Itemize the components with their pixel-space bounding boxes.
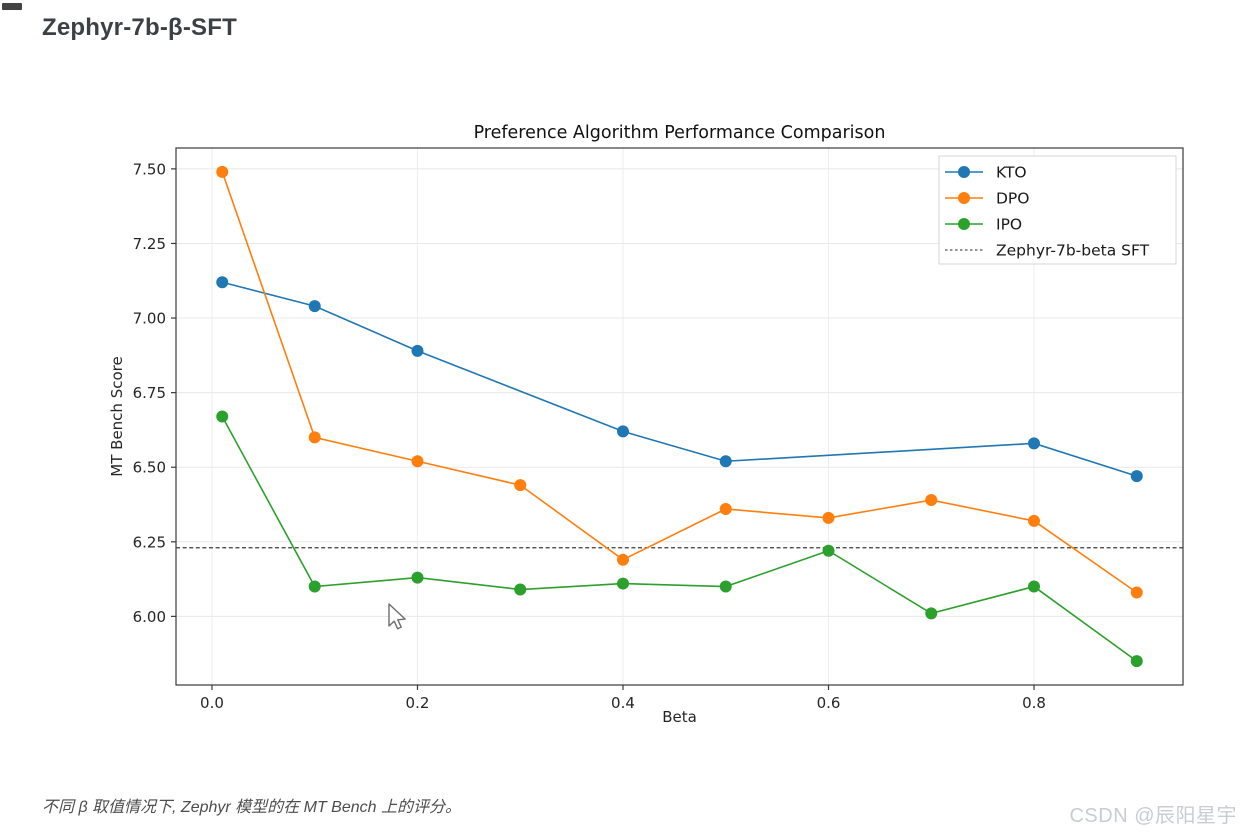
series-ipo: [216, 410, 1143, 668]
data-point: [616, 553, 629, 566]
data-point: [616, 577, 629, 590]
x-tick-label: 0.8: [1022, 694, 1046, 712]
legend-label: IPO: [996, 216, 1022, 234]
y-tick-label: 7.25: [133, 235, 166, 253]
data-point: [1130, 655, 1143, 668]
legend-marker: [958, 192, 970, 204]
data-point: [719, 580, 732, 593]
data-point: [411, 571, 424, 584]
data-point: [308, 300, 321, 313]
plot-border: [175, 147, 1184, 686]
line-chart: 6.00 6.25 6.50 6.75 7.00 7.25 7.50 0.0 0.2 0.4 0.6…: [108, 123, 1184, 726]
chart-figure: 6.00 6.25 6.50 6.75 7.00 7.25 7.50 0.0 0.2 0.4 0.6…: [108, 123, 1184, 726]
data-point: [1130, 586, 1143, 599]
y-tick-label: 6.75: [133, 384, 166, 402]
data-point: [1130, 470, 1143, 483]
y-axis-label: MT Bench Score: [108, 356, 126, 476]
data-point: [216, 276, 229, 289]
data-point: [822, 544, 835, 557]
y-tick-label: 6.00: [133, 608, 166, 626]
x-tick-label: 0.2: [406, 694, 430, 712]
x-tick-label: 0.4: [611, 694, 635, 712]
data-point: [1028, 437, 1041, 450]
series-line: [221, 416, 1138, 662]
x-tick-label: 0.6: [817, 694, 841, 712]
y-tick-label: 6.50: [133, 459, 166, 477]
data-point: [1028, 580, 1041, 593]
page-title: Zephyr-7b-β-SFT: [42, 14, 237, 41]
data-point: [1028, 514, 1041, 527]
chart-title: Preference Algorithm Performance Compari…: [474, 123, 886, 143]
data-point: [616, 425, 629, 438]
legend-box: [938, 155, 1177, 265]
x-axis-label: Beta: [662, 708, 697, 726]
legend-label: DPO: [996, 190, 1029, 208]
data-point: [411, 455, 424, 468]
legend-marker: [958, 166, 970, 178]
legend-marker: [958, 218, 970, 230]
mouse-cursor-icon: [388, 603, 406, 630]
y-tick-label: 7.00: [133, 310, 166, 328]
legend-label-baseline: Zephyr-7b-beta SFT: [996, 242, 1150, 260]
data-point: [308, 580, 321, 593]
y-tick-label: 7.50: [133, 160, 166, 178]
screen-artifact-mark: [2, 3, 22, 10]
series-kto: [216, 276, 1143, 483]
data-point: [216, 165, 229, 178]
data-point: [514, 479, 527, 492]
data-point: [514, 583, 527, 596]
series-line: [221, 171, 1138, 594]
data-point: [719, 502, 732, 515]
data-point: [925, 494, 938, 507]
legend: [938, 155, 1177, 265]
data-point: [411, 344, 424, 357]
figure-caption: 不同 β 取值情况下, Zephyr 模型的在 MT Bench 上的评分。: [42, 799, 461, 816]
x-tick-label: 0.0: [200, 694, 224, 712]
data-point: [308, 431, 321, 444]
legend-label: KTO: [996, 164, 1027, 182]
watermark: CSDN @辰阳星宇: [1069, 805, 1237, 827]
data-point: [822, 511, 835, 524]
data-point: [925, 607, 938, 620]
data-point: [719, 455, 732, 468]
y-tick-label: 6.25: [133, 533, 166, 551]
data-point: [216, 410, 229, 423]
series-dpo: [216, 165, 1143, 599]
